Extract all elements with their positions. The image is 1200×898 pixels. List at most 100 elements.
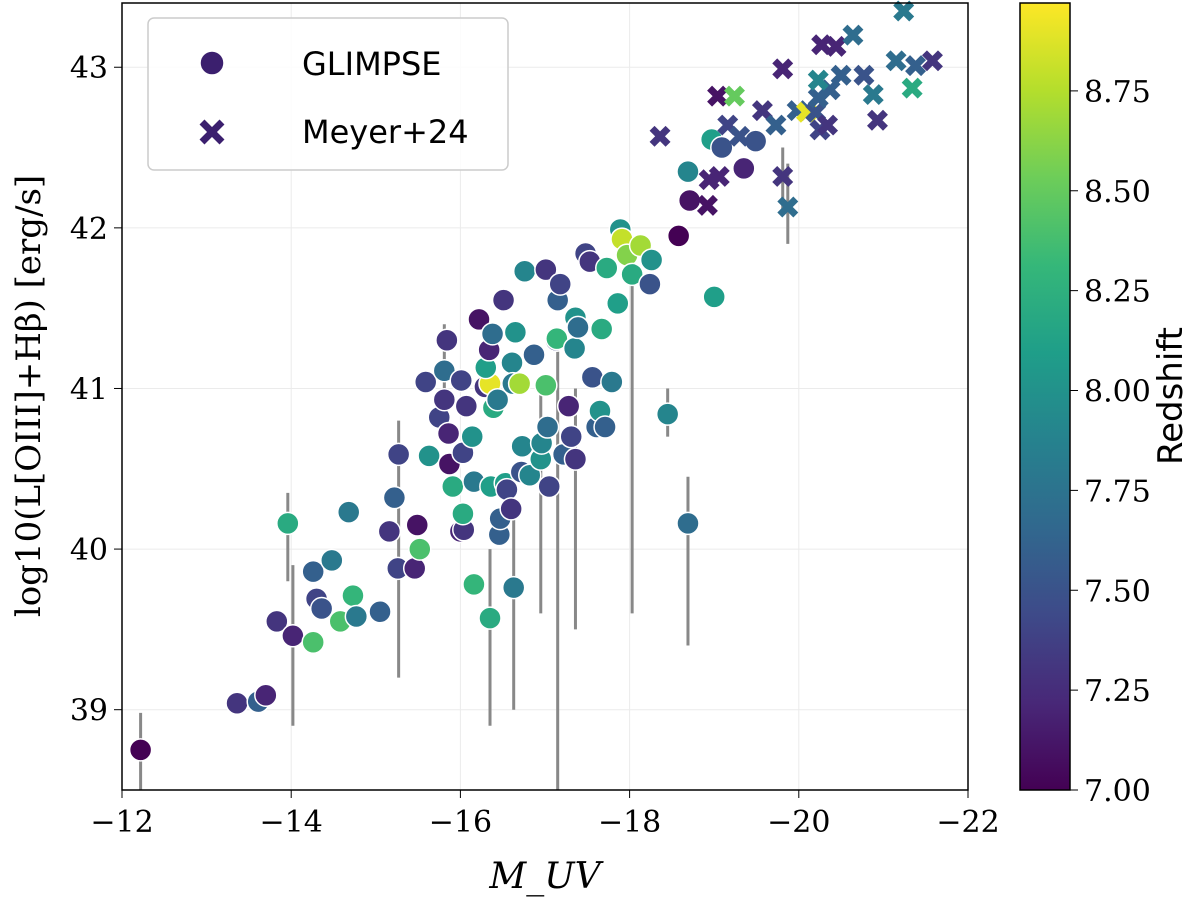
glimpse-point <box>451 501 475 526</box>
glimpse-point <box>507 371 532 396</box>
meyer-point <box>708 165 730 187</box>
glimpse-point <box>301 559 325 584</box>
glimpse-point <box>462 572 486 597</box>
colorbar-tick-label: 7.75 <box>1084 474 1151 509</box>
meyer-point <box>765 114 787 136</box>
glimpse-point <box>522 342 546 367</box>
glimpse-point <box>436 421 461 446</box>
y-tick-label: 40 <box>70 533 108 568</box>
meyer-point <box>862 84 884 106</box>
colorbar-tick-label: 7.50 <box>1084 574 1151 609</box>
glimpse-point <box>408 537 432 561</box>
glimpse-point <box>480 322 505 346</box>
glimpse-point <box>639 248 664 272</box>
glimpse-point <box>501 575 526 600</box>
glimpse-point <box>417 444 441 468</box>
glimpse-point <box>589 317 614 341</box>
meyer-point <box>885 50 907 72</box>
colorbar-tick-label: 7.00 <box>1084 774 1151 809</box>
meyer-point <box>772 165 794 187</box>
glimpse-point <box>710 135 734 160</box>
glimpse-point <box>677 188 702 213</box>
colorbar-tick-label: 8.00 <box>1084 375 1151 410</box>
glimpse-point <box>676 511 700 536</box>
x-tick-label: −16 <box>429 805 492 840</box>
glimpse-point <box>478 606 502 630</box>
glimpse-point <box>666 224 691 248</box>
glimpse-point <box>500 351 524 375</box>
glimpse-point <box>499 497 523 521</box>
glimpse-point <box>254 683 278 707</box>
meyer-point <box>905 55 927 77</box>
glimpse-point <box>128 738 153 762</box>
colorbar-label: Redshift <box>1151 327 1191 465</box>
glimpse-point <box>441 474 465 499</box>
glimpse-point <box>491 288 516 312</box>
colorbar-tick-label: 8.25 <box>1084 275 1151 310</box>
glimpse-point <box>545 326 569 351</box>
x-tick-label: −14 <box>260 805 323 840</box>
glimpse-point <box>485 387 510 412</box>
glimpse-point <box>435 328 459 353</box>
glimpse-point <box>566 315 590 340</box>
meyer-point <box>807 69 829 91</box>
glimpse-point <box>382 485 407 510</box>
glimpse-point <box>341 583 365 608</box>
y-tick-label: 41 <box>70 372 108 407</box>
glimpse-point <box>595 256 619 280</box>
glimpse-point <box>535 415 560 439</box>
glimpse-point <box>467 307 491 332</box>
glimpse-point <box>676 159 700 184</box>
glimpse-point <box>336 500 361 524</box>
x-tick-label: −22 <box>936 805 999 840</box>
glimpse-point <box>518 463 542 487</box>
glimpse-point <box>563 447 588 471</box>
glimpse-point <box>368 599 392 624</box>
glimpse-point <box>562 336 587 361</box>
meyer-point <box>853 64 875 86</box>
meyer-point <box>901 77 923 99</box>
glimpse-point <box>559 424 583 449</box>
glimpse-point <box>301 630 325 654</box>
glimpse-point <box>556 394 581 418</box>
y-tick-label: 43 <box>70 51 108 86</box>
meyer-point <box>830 64 852 86</box>
glimpse-point <box>537 474 561 499</box>
glimpse-point <box>702 285 726 309</box>
legend-circle-marker <box>199 50 225 76</box>
y-tick-label: 39 <box>70 694 108 729</box>
glimpse-point <box>503 320 528 345</box>
glimpse-point <box>402 556 427 581</box>
meyer-point <box>724 85 745 107</box>
glimpse-point <box>320 548 344 573</box>
x-axis-label: M_UV <box>488 856 604 897</box>
glimpse-point <box>344 604 369 629</box>
glimpse-point <box>593 415 617 439</box>
x-tick-label: −12 <box>90 805 153 840</box>
glimpse-point <box>413 370 438 394</box>
colorbar <box>1019 2 1071 791</box>
glimpse-point <box>405 513 430 537</box>
colorbar-tick-label: 7.25 <box>1084 674 1151 709</box>
glimpse-point <box>534 257 558 282</box>
glimpse-point <box>534 373 558 398</box>
x-tick-label: −18 <box>598 805 661 840</box>
meyer-point <box>772 58 794 80</box>
glimpse-point <box>386 442 411 467</box>
legend-box <box>147 17 509 171</box>
glimpse-point <box>600 370 624 394</box>
meyer-point <box>649 125 671 147</box>
meyer-point <box>696 194 718 216</box>
plot-frame <box>121 2 969 791</box>
meyer-point <box>921 50 943 72</box>
glimpse-point <box>620 262 644 287</box>
legend-x-marker <box>199 119 225 145</box>
glimpse-point <box>638 272 662 296</box>
glimpse-point <box>449 368 473 393</box>
y-axis-label: log10(L[OIII]+Hβ) [erg/s] <box>9 175 49 617</box>
legend: GLIMPSE Meyer+24 <box>147 17 509 171</box>
glimpse-point <box>548 272 572 296</box>
glimpse-point <box>276 511 300 536</box>
meyer-point <box>729 125 751 147</box>
